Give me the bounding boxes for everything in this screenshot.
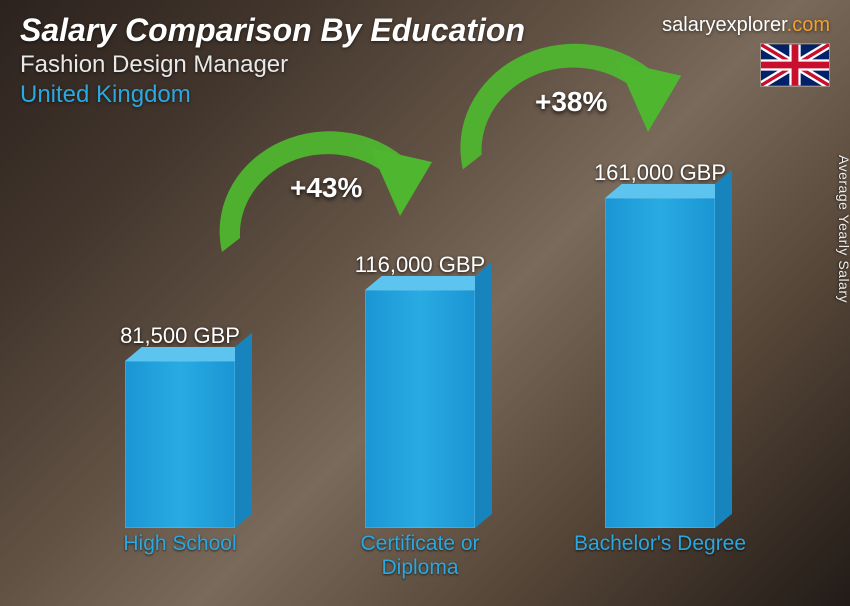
bar-chart: 81,500 GBP 116,000 GBP161,000 GBP High Sc… [60, 144, 780, 584]
increase-percent-label: +43% [290, 172, 362, 204]
bar-group: 81,500 GBP [80, 323, 280, 528]
x-axis-label: Bachelor's Degree [560, 532, 760, 584]
x-labels-container: High School Certificate or Diploma Bachelo… [60, 532, 780, 584]
brand-prefix: salaryexplorer [662, 14, 787, 36]
bar-3d [125, 361, 235, 528]
job-subtitle: Fashion Design Manager [20, 51, 525, 79]
site-brand: salaryexplorer.com [662, 14, 830, 37]
x-axis-label: High School [80, 532, 280, 584]
y-axis-label: Average Yearly Salary [836, 155, 850, 303]
bar-side-face [235, 333, 252, 528]
increase-arrow: +43% [200, 104, 450, 284]
bar-front-face [605, 198, 715, 528]
increase-percent-label: +38% [535, 86, 607, 118]
branding-block: salaryexplorer.com [662, 14, 830, 92]
bar-3d [605, 198, 715, 528]
bar-3d [365, 290, 475, 528]
uk-flag-icon [760, 43, 830, 87]
bar-value-label: 81,500 GBP [120, 323, 240, 349]
bar-front-face [365, 290, 475, 528]
bar-top-face [125, 347, 252, 361]
x-axis-label: Certificate or Diploma [320, 532, 520, 584]
bar-group: 116,000 GBP [320, 252, 520, 528]
header-block: Salary Comparison By Education Fashion D… [20, 12, 525, 109]
bar-side-face [475, 262, 492, 528]
bar-front-face [125, 361, 235, 528]
bar-group: 161,000 GBP [560, 160, 760, 528]
bar-side-face [715, 170, 732, 528]
country-label: United Kingdom [20, 81, 525, 109]
brand-suffix: .com [787, 14, 830, 36]
page-title: Salary Comparison By Education [20, 12, 525, 49]
